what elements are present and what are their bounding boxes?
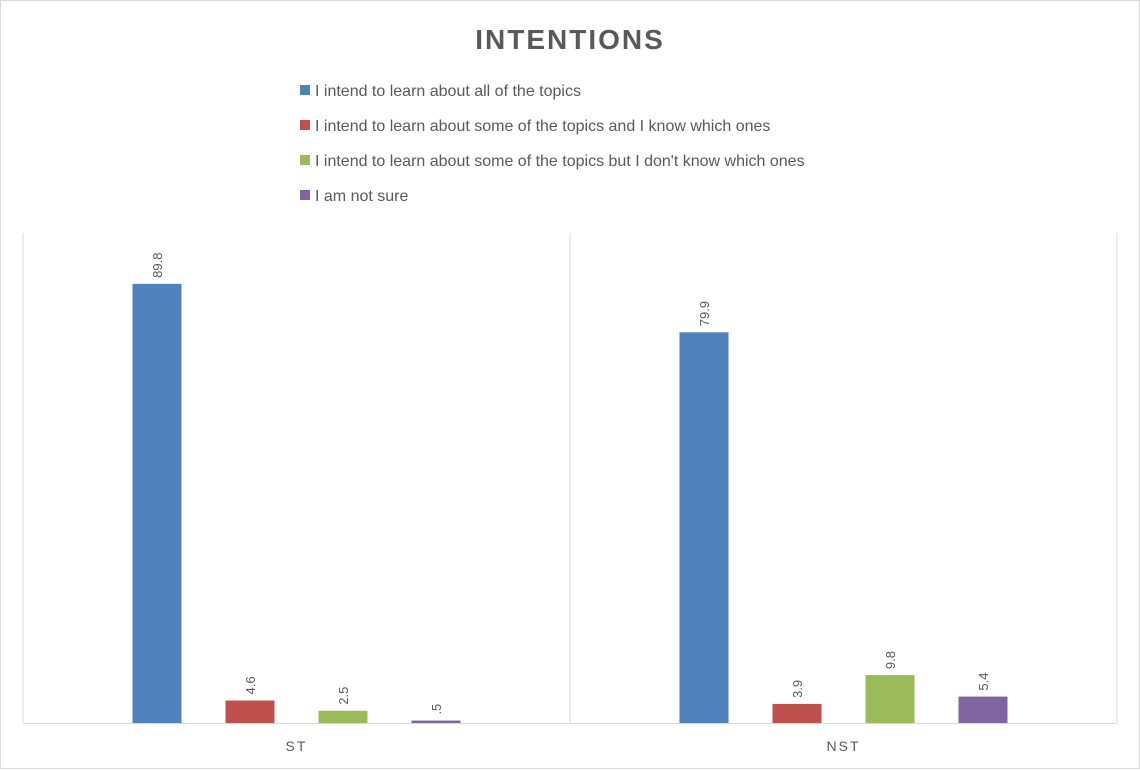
- bar-nst-series-3: [865, 675, 915, 723]
- data-label-st-series-1: 89.8: [150, 253, 165, 278]
- legend-label-2: I intend to learn about some of the topi…: [315, 118, 770, 135]
- bar-st-series-1: [132, 283, 182, 723]
- legend-label-4: I am not sure: [315, 188, 408, 205]
- legend-swatch-3: [300, 155, 310, 165]
- data-label-nst-series-4: 5.4: [976, 673, 991, 691]
- legend-swatch-2: [300, 120, 310, 130]
- plot-area: 89.8 4.6 2.5 .5 ST 79.9 3.9 9.8 5.4 NST: [22, 233, 1118, 754]
- data-label-nst-series-2: 3.9: [790, 680, 805, 698]
- bar-st-series-3: [318, 710, 368, 723]
- x-tick-label-nst: NST: [827, 738, 861, 754]
- bar-nst-series-4: [958, 696, 1008, 723]
- data-label-nst-series-3: 9.8: [883, 651, 898, 669]
- data-label-st-series-4: .5: [429, 704, 444, 715]
- data-label-st-series-3: 2.5: [336, 687, 351, 705]
- data-label-nst-series-1: 79.9: [697, 301, 712, 326]
- legend-swatch-4: [300, 190, 310, 200]
- legend-label-3: I intend to learn about some of the topi…: [315, 153, 805, 170]
- chart-title: INTENTIONS: [475, 24, 665, 55]
- data-label-st-series-2: 4.6: [243, 676, 258, 694]
- legend: I intend to learn about all of the topic…: [300, 83, 805, 205]
- bar-st-series-2: [225, 700, 275, 723]
- bar-st-series-4: [411, 720, 461, 723]
- legend-swatch-1: [300, 85, 310, 95]
- bar-nst-series-2: [772, 703, 822, 723]
- legend-label-1: I intend to learn about all of the topic…: [315, 83, 581, 100]
- bar-nst-series-1: [679, 332, 729, 723]
- x-tick-label-st: ST: [286, 738, 308, 754]
